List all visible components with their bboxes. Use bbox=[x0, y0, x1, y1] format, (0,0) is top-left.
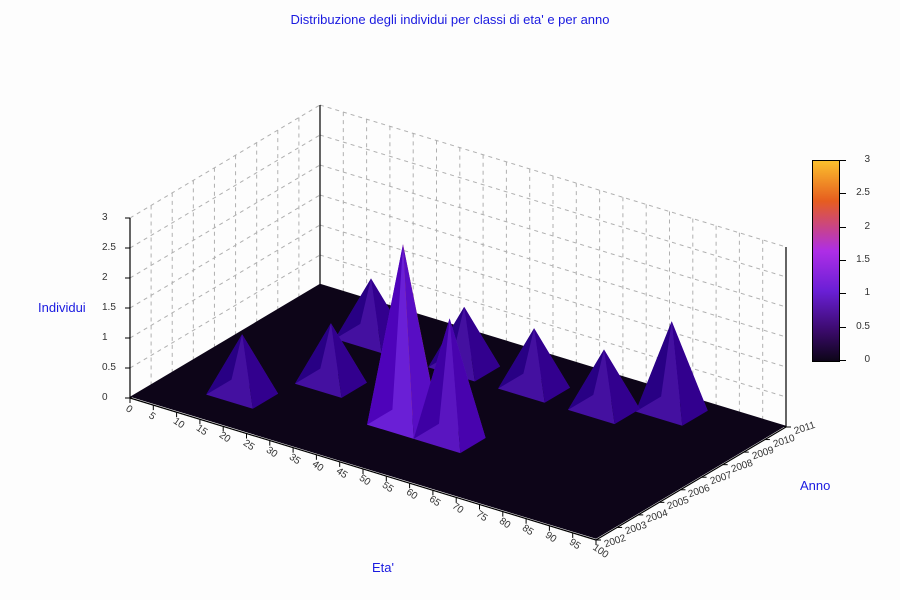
colorbar-tick: 1.5 bbox=[856, 254, 870, 265]
tick: 1 bbox=[102, 332, 108, 343]
tick: 0 bbox=[102, 392, 108, 403]
tick: 3 bbox=[102, 212, 108, 223]
colorbar-tick: 0.5 bbox=[856, 321, 870, 332]
tick: 2 bbox=[102, 272, 108, 283]
colorbar-tick: 3 bbox=[864, 154, 870, 165]
colorbar-tick: 2 bbox=[864, 221, 870, 232]
tick: 2.5 bbox=[102, 242, 116, 253]
tick: 1.5 bbox=[102, 302, 116, 313]
colorbar-tick: 2.5 bbox=[856, 187, 870, 198]
colorbar-tick: 1 bbox=[864, 287, 870, 298]
tick: 0.5 bbox=[102, 362, 116, 373]
colorbar bbox=[812, 160, 840, 362]
colorbar-tick: 0 bbox=[864, 354, 870, 365]
